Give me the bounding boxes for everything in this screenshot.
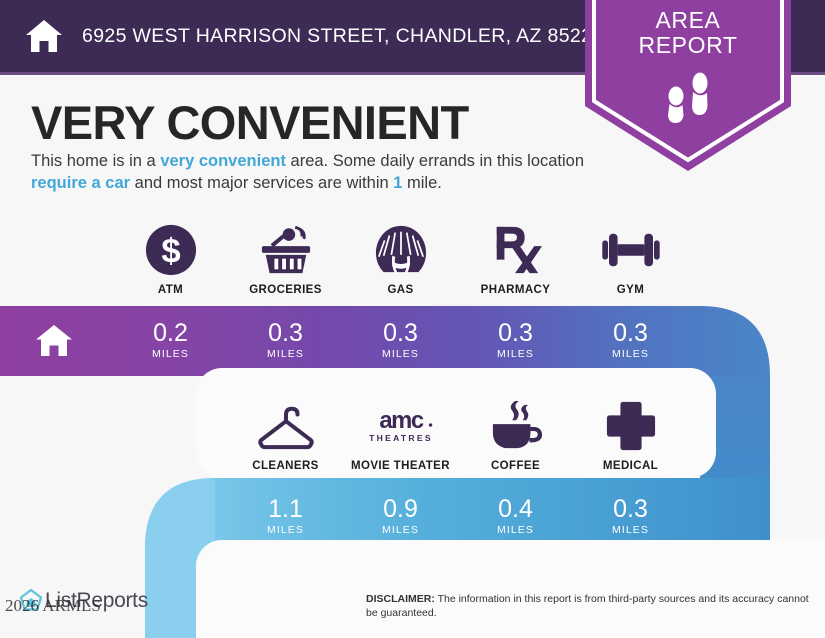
row2-icon-strip: CLEANERS amc THEATRES MOVIE THEATER — [228, 398, 688, 472]
row2-distance-strip: 1.1 MILES 0.9 MILES 0.4 MILES 0.3 MILES — [228, 488, 688, 544]
distance-unit: MILES — [381, 348, 419, 360]
category-cleaners[interactable]: CLEANERS — [228, 398, 343, 472]
category-gym[interactable]: GYM — [573, 222, 688, 296]
summary-highlight-3: 1 — [393, 174, 403, 192]
summary-part-4: mile. — [402, 174, 442, 192]
distance-value: 0.3 — [613, 495, 648, 523]
disclaimer-label: DISCLAIMER: — [366, 593, 435, 605]
distance-value: 0.3 — [498, 319, 533, 347]
svg-text:amc: amc — [379, 407, 424, 434]
distance-unit: MILES — [381, 524, 419, 536]
distance-value: 0.3 — [613, 319, 648, 347]
brand-name: ListReports — [45, 589, 148, 612]
distance-unit: MILES — [266, 524, 304, 536]
disclaimer-text: The information in this report is from t… — [366, 593, 809, 619]
category-atm[interactable]: $ ATM — [113, 222, 228, 296]
category-gas[interactable]: GAS — [343, 222, 458, 296]
distance-unit: MILES — [496, 524, 534, 536]
listreports-logo-icon — [18, 588, 44, 614]
row1-distance-strip: 0.2 MILES 0.3 MILES 0.3 MILES 0.3 MILES … — [113, 312, 688, 368]
property-address: 6925 WEST HARRISON STREET, CHANDLER, AZ … — [82, 24, 604, 47]
svg-text:$: $ — [161, 233, 180, 271]
distance-groceries: 0.3 MILES — [228, 312, 343, 368]
category-label: COFFEE — [490, 460, 541, 472]
category-pharmacy[interactable]: PHARMACY — [458, 222, 573, 296]
category-label: CLEANERS — [252, 460, 319, 472]
listreports-brand: ListReports — [18, 588, 148, 614]
distance-gym: 0.3 MILES — [573, 312, 688, 368]
category-medical[interactable]: MEDICAL — [573, 398, 688, 472]
distance-value: 1.1 — [268, 495, 303, 523]
distance-pharmacy: 0.3 MILES — [458, 312, 573, 368]
dollar-circle-icon: $ — [144, 222, 198, 278]
grocery-basket-icon — [258, 222, 314, 278]
distance-value: 0.9 — [383, 495, 418, 523]
distance-gas: 0.3 MILES — [343, 312, 458, 368]
category-label: MOVIE THEATER — [351, 460, 450, 472]
medical-cross-icon — [604, 398, 658, 454]
summary-text: This home is in a very convenient area. … — [31, 150, 591, 194]
category-label: PHARMACY — [480, 284, 551, 296]
home-icon — [24, 16, 64, 56]
summary-part-2: area. Some daily errands in this locatio… — [285, 152, 585, 170]
distance-unit: MILES — [151, 348, 189, 360]
distance-medical: 0.3 MILES — [573, 488, 688, 544]
distance-movie-theater: 0.9 MILES — [343, 488, 458, 544]
rx-icon — [488, 222, 544, 278]
distance-cleaners: 1.1 MILES — [228, 488, 343, 544]
shell-icon — [373, 222, 429, 278]
distance-ribbon — [0, 298, 825, 638]
distance-atm: 0.2 MILES — [113, 312, 228, 368]
category-groceries[interactable]: GROCERIES — [228, 222, 343, 296]
distance-unit: MILES — [266, 348, 304, 360]
page-title: VERY CONVENIENT — [31, 96, 469, 149]
dumbbell-icon — [600, 222, 662, 278]
distance-value: 0.3 — [383, 319, 418, 347]
distance-unit: MILES — [611, 348, 649, 360]
footprints-icon — [668, 72, 708, 123]
home-marker-icon — [34, 320, 74, 360]
distance-unit: MILES — [496, 348, 534, 360]
distance-value: 0.3 — [268, 319, 303, 347]
category-label: GAS — [387, 284, 414, 296]
summary-part-1: This home is in a — [31, 152, 161, 170]
amc-theatres-icon: amc THEATRES — [361, 398, 441, 454]
summary-part-3: and most major services are within — [130, 174, 394, 192]
category-label: MEDICAL — [602, 460, 659, 472]
distance-value: 0.2 — [153, 319, 188, 347]
category-coffee[interactable]: COFFEE — [458, 398, 573, 472]
distance-unit: MILES — [611, 524, 649, 536]
category-label: GROCERIES — [249, 284, 322, 296]
summary-highlight-2: require a car — [31, 174, 131, 192]
distance-value: 0.4 — [498, 495, 533, 523]
coffee-cup-icon — [487, 398, 545, 454]
category-label: GYM — [616, 284, 645, 296]
header-divider — [0, 72, 825, 75]
summary-highlight-1: very convenient — [160, 152, 286, 170]
armls-watermark: 2026 ARMLS — [5, 596, 101, 615]
hanger-icon — [255, 398, 317, 454]
svg-text:THEATRES: THEATRES — [369, 433, 433, 443]
area-report-badge: AREA REPORT — [585, 0, 791, 176]
row1-icon-strip: $ ATM — [113, 222, 688, 296]
disclaimer: DISCLAIMER: The information in this repo… — [366, 592, 811, 620]
category-movie-theater[interactable]: amc THEATRES MOVIE THEATER — [343, 398, 458, 472]
distance-coffee: 0.4 MILES — [458, 488, 573, 544]
category-label: ATM — [157, 284, 184, 296]
row3-card — [196, 540, 825, 638]
